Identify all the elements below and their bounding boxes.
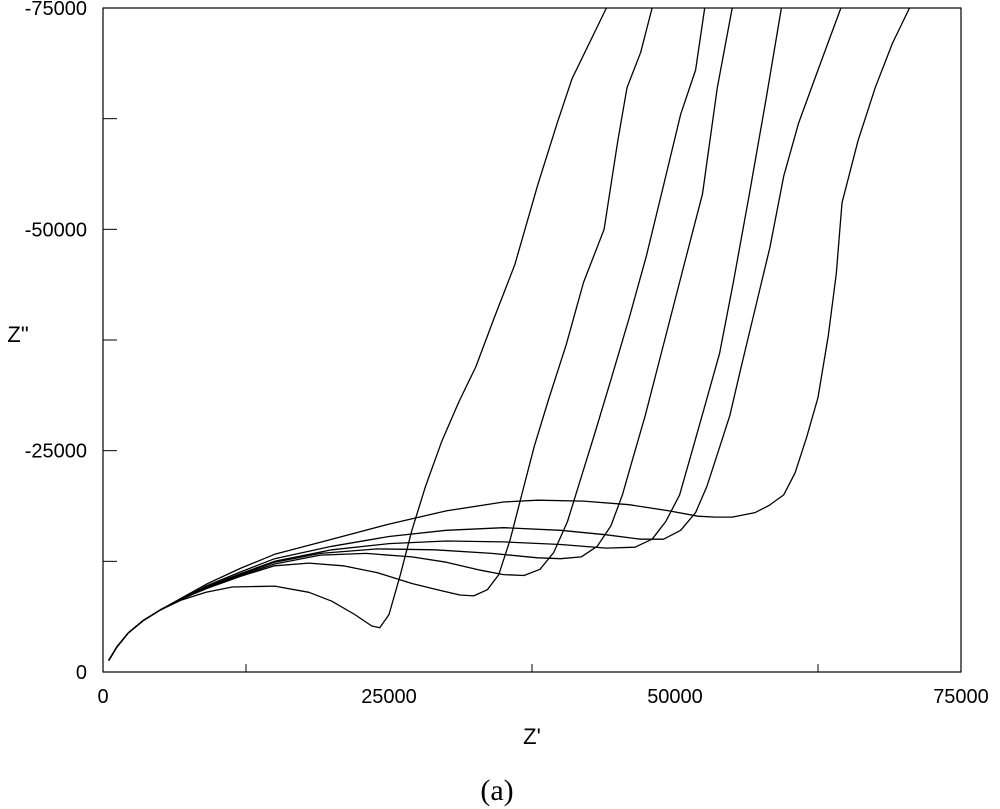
- series-line-2: [108, 7, 653, 661]
- y-tick-label: 0: [76, 662, 87, 684]
- y-tick-label: -75000: [25, 0, 87, 20]
- y-axis-title: Z": [7, 322, 28, 347]
- y-tick-label: -50000: [25, 219, 87, 241]
- x-axis-title: Z': [523, 724, 541, 749]
- axis-ticks: 0 25000 50000 75000 0 -25000 -50000 -75000: [25, 0, 989, 708]
- series-line-6: [108, 7, 842, 661]
- x-tick-label: 75000: [933, 686, 989, 708]
- x-tick-label: 0: [97, 686, 108, 708]
- series-line-4: [108, 7, 733, 661]
- series-line-1: [108, 7, 607, 661]
- series-group: [108, 7, 911, 661]
- x-tick-label: 25000: [361, 686, 417, 708]
- y-tick-label: -25000: [25, 441, 87, 463]
- series-line-3: [108, 7, 706, 661]
- series-line-7: [108, 7, 911, 661]
- x-tick-label: 50000: [647, 686, 703, 708]
- figure-caption: (a): [480, 774, 513, 807]
